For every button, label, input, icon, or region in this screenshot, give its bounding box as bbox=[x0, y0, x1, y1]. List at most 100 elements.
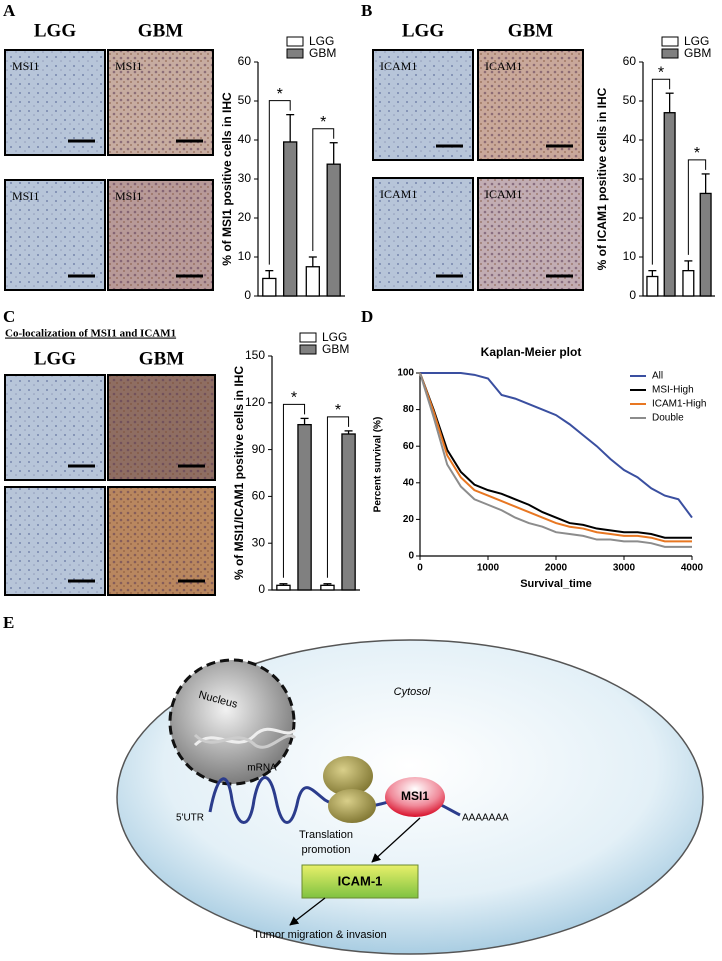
legend-label: LGG bbox=[684, 34, 709, 48]
legend-label: LGG bbox=[322, 330, 347, 344]
y-tick-label: 40 bbox=[623, 132, 637, 146]
column-header: GBM bbox=[138, 20, 183, 41]
legend-label: Double bbox=[652, 413, 684, 424]
y-tick-label: 20 bbox=[403, 514, 415, 525]
stain-label: ICAM1 bbox=[485, 187, 522, 201]
y-tick-label: 60 bbox=[623, 54, 637, 68]
outcome-label: Tumor migration & invasion bbox=[253, 929, 386, 941]
y-tick-label: 30 bbox=[238, 171, 252, 185]
stain-label: ICAM1 bbox=[380, 59, 417, 73]
y-tick-label: 10 bbox=[623, 249, 637, 263]
dna bbox=[193, 733, 297, 749]
chart-title: Kaplan-Meier plot bbox=[481, 345, 582, 359]
translation-label: promotion bbox=[302, 844, 351, 856]
micrograph-texture bbox=[372, 49, 474, 161]
y-tick-label: 40 bbox=[238, 132, 252, 146]
x-tick-label: 4000 bbox=[681, 563, 704, 574]
bar bbox=[262, 277, 277, 297]
significance-label: * bbox=[277, 86, 283, 103]
dna bbox=[193, 727, 297, 747]
micrograph-texture bbox=[107, 486, 216, 596]
legend-label: GBM bbox=[684, 46, 711, 60]
y-tick-label: 30 bbox=[252, 535, 266, 549]
y-tick-label: 100 bbox=[397, 368, 414, 379]
legend-label: GBM bbox=[322, 342, 349, 356]
y-tick-label: 40 bbox=[403, 477, 415, 488]
y-axis-label: Percent survival (%) bbox=[373, 417, 384, 513]
stain-label: MSI1 bbox=[115, 59, 142, 73]
bar bbox=[663, 112, 676, 297]
nucleus bbox=[168, 658, 296, 786]
stain-label: MSI1 bbox=[12, 189, 39, 203]
legend-label: MSI-High bbox=[652, 385, 694, 396]
legend-swatch bbox=[661, 48, 679, 59]
y-tick-label: 80 bbox=[403, 404, 415, 415]
y-tick-label: 120 bbox=[245, 395, 265, 409]
arrow bbox=[371, 817, 421, 863]
stain-label: MSI1 bbox=[115, 189, 142, 203]
significance-bracket bbox=[282, 403, 306, 578]
x-tick-label: 3000 bbox=[613, 563, 636, 574]
column-header: GBM bbox=[508, 20, 553, 41]
micrograph-texture bbox=[4, 486, 106, 596]
panel-label: A bbox=[3, 1, 16, 20]
x-tick-label: 1000 bbox=[477, 563, 500, 574]
column-header: LGG bbox=[34, 20, 76, 41]
significance-bracket bbox=[687, 159, 707, 255]
significance-bracket bbox=[326, 416, 350, 578]
x-tick-label: 0 bbox=[417, 563, 423, 574]
utr-label: 5'UTR bbox=[176, 813, 204, 824]
panel-label: B bbox=[361, 1, 372, 20]
micrograph-texture bbox=[107, 49, 214, 156]
micrograph-texture bbox=[4, 49, 106, 156]
x-axis-label: Survival_time bbox=[520, 578, 592, 590]
legend-swatch bbox=[286, 36, 304, 47]
panel-title: Co-localization of MSI1 and ICAM1 bbox=[5, 328, 176, 340]
bar bbox=[276, 584, 291, 591]
bar bbox=[646, 275, 659, 297]
legend-label: LGG bbox=[309, 34, 334, 48]
survival-line bbox=[420, 372, 693, 519]
column-header: GBM bbox=[139, 348, 184, 369]
y-tick-label: 90 bbox=[252, 442, 266, 456]
msi1-protein bbox=[385, 777, 445, 817]
ribosome bbox=[323, 756, 373, 796]
bar bbox=[682, 269, 695, 297]
stain-label: ICAM1 bbox=[485, 59, 522, 73]
mrna-label: mRNA bbox=[247, 763, 277, 774]
bar bbox=[326, 163, 341, 297]
legend-swatch bbox=[286, 48, 304, 59]
arrow bbox=[289, 897, 326, 926]
y-tick-label: 20 bbox=[238, 210, 252, 224]
y-tick-label: 30 bbox=[623, 171, 637, 185]
panel-label: C bbox=[3, 307, 15, 326]
panel-label: E bbox=[3, 613, 14, 632]
micrograph-texture bbox=[4, 374, 106, 481]
legend-label: ICAM1-High bbox=[652, 399, 706, 410]
bar bbox=[699, 192, 712, 297]
icam1-box bbox=[301, 864, 419, 899]
y-tick-label: 0 bbox=[258, 582, 265, 596]
cytosol-label: Cytosol bbox=[394, 686, 431, 698]
y-tick-label: 20 bbox=[623, 210, 637, 224]
ribosome bbox=[328, 789, 376, 823]
micrograph-texture bbox=[372, 177, 474, 291]
panel-label: D bbox=[361, 307, 373, 326]
micrograph-texture bbox=[477, 177, 584, 291]
legend-swatch bbox=[661, 36, 679, 47]
significance-label: * bbox=[694, 145, 700, 162]
micrograph-texture bbox=[477, 49, 584, 161]
y-axis-label: % of ICAM1 positive cells in IHC bbox=[595, 87, 609, 270]
legend-swatch bbox=[299, 332, 317, 343]
y-tick-label: 50 bbox=[238, 93, 252, 107]
bar bbox=[320, 584, 335, 591]
translation-label: Translation bbox=[299, 829, 353, 841]
y-axis-label: % of MSI1/ICAM1 positive cells in IHC bbox=[232, 366, 246, 580]
bar bbox=[341, 433, 356, 591]
msi1-label: MSI1 bbox=[401, 789, 429, 803]
micrograph-texture bbox=[107, 179, 214, 291]
bar bbox=[305, 266, 320, 297]
significance-label: * bbox=[335, 402, 341, 419]
cell-diagram: Cytosol Nucleus mRNA 5'UTR AAAAAAA MSI1 … bbox=[116, 639, 704, 955]
